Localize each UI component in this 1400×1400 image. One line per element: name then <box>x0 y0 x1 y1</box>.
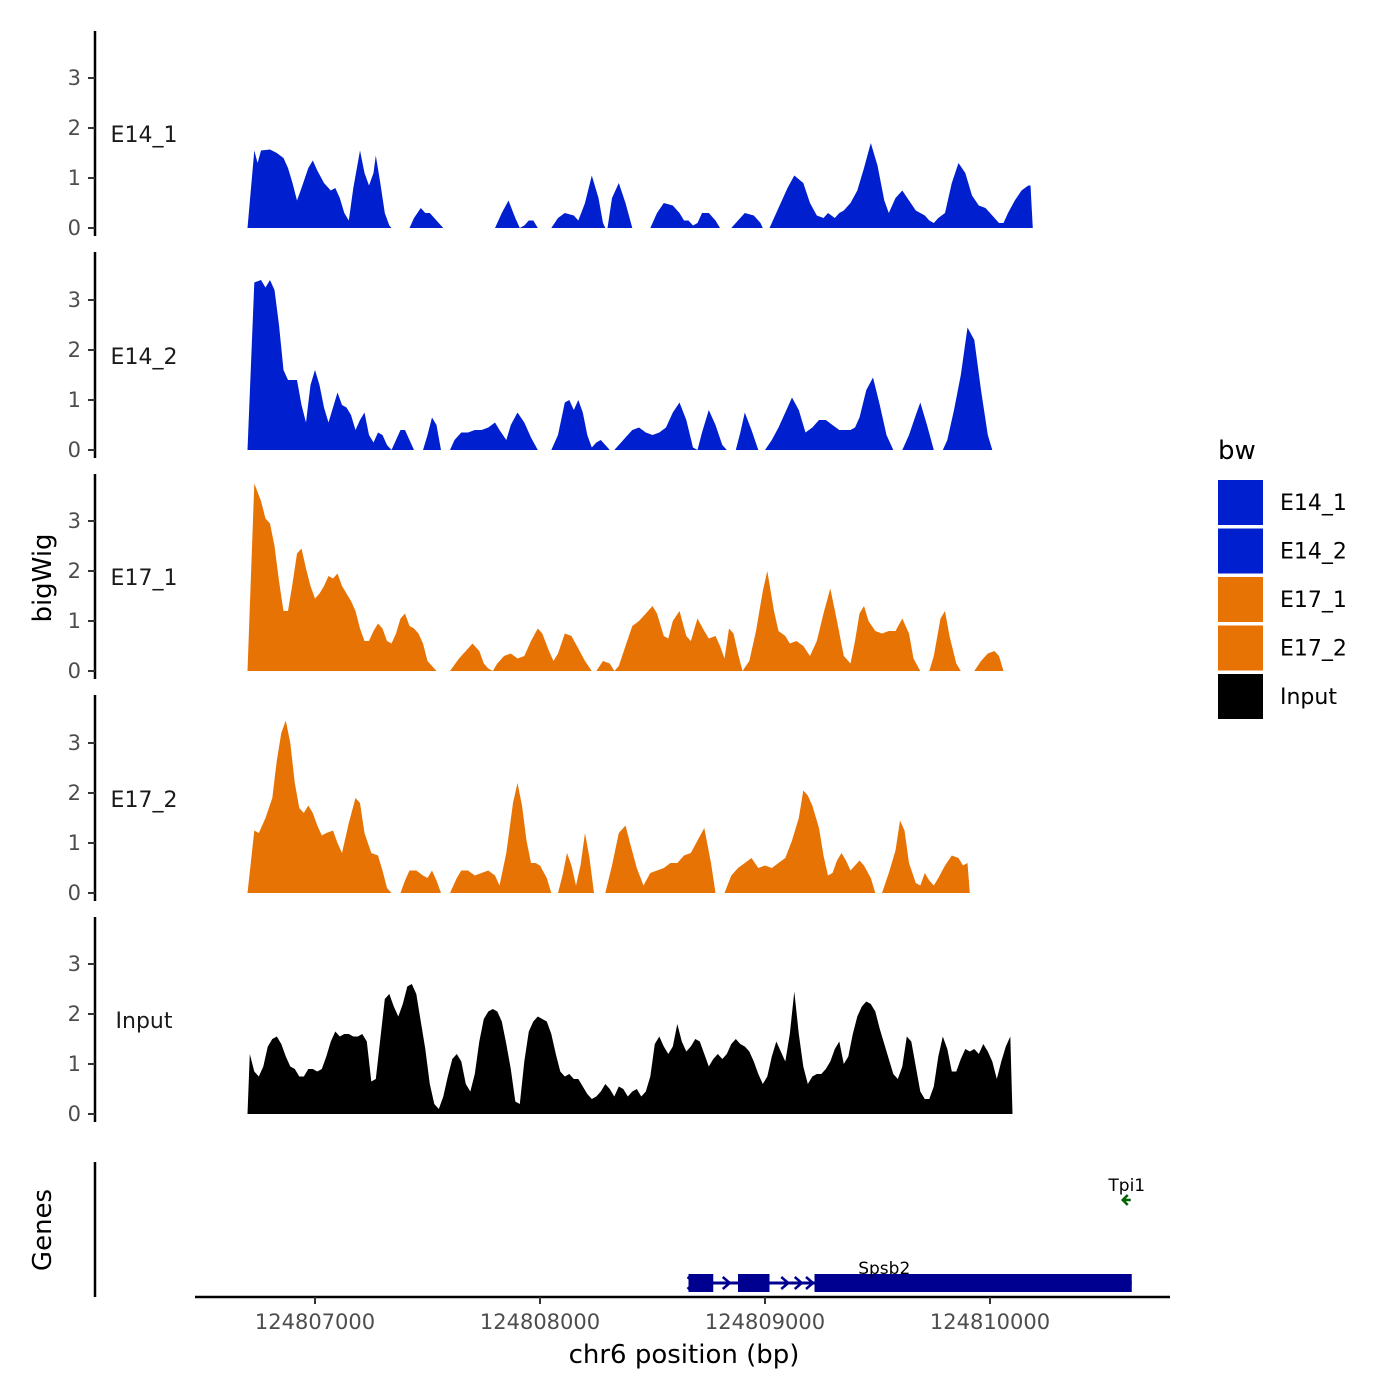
coverage-area <box>247 720 970 893</box>
track-E17_1: 0 1 2 3 E17_1 <box>68 474 1008 683</box>
coverage-area <box>247 984 1013 1114</box>
track-E14_2: 0 1 2 3 E14_2 <box>68 252 993 462</box>
gene-exon <box>814 1274 1132 1292</box>
panel-label: E14_1 <box>111 123 178 148</box>
legend-label: E14_2 <box>1280 540 1347 565</box>
y-tick-label: 0 <box>68 1102 81 1126</box>
x-tick-label: 124808000 <box>480 1310 600 1334</box>
y-tick-label: 3 <box>68 66 81 90</box>
x-tick-label: 124810000 <box>930 1310 1050 1334</box>
gene-label: Spsb2 <box>858 1259 910 1279</box>
x-tick-label: 124807000 <box>255 1310 375 1334</box>
gene-exon <box>688 1274 714 1292</box>
legend-item-E14_2: E14_2 <box>1218 528 1347 574</box>
strand-arrow <box>686 1276 697 1290</box>
legend-item-E14_1: E14_1 <box>1218 480 1347 525</box>
gene-Spsb2: Spsb2 <box>686 1259 1132 1292</box>
legend-label: E14_1 <box>1280 491 1347 516</box>
legend-label: E17_2 <box>1280 637 1347 662</box>
y-tick-label: 1 <box>68 166 81 190</box>
gene-Tpi1: Tpi1 <box>1107 1176 1145 1206</box>
coverage-area <box>247 143 1033 228</box>
legend-swatch <box>1218 625 1263 671</box>
legend-item-Input: Input <box>1218 674 1337 719</box>
y-tick-label: 2 <box>68 116 81 140</box>
y-tick-label: 1 <box>68 831 81 855</box>
y-tick-label: 3 <box>68 952 81 976</box>
track-Input: 0 1 2 3 Input <box>68 917 1013 1126</box>
legend: bw E14_1 E14_2 E17_1 E17_2 Input <box>1218 436 1347 719</box>
y-tick-label: 3 <box>68 288 81 312</box>
panel-label: E14_2 <box>111 345 178 370</box>
coverage-area <box>247 483 1008 671</box>
y-tick-label: 0 <box>68 881 81 905</box>
x-axis-title: chr6 position (bp) <box>569 1340 800 1370</box>
legend-item-E17_1: E17_1 <box>1218 577 1347 622</box>
legend-swatch <box>1218 528 1263 574</box>
legend-label: Input <box>1280 685 1337 710</box>
y-tick-label: 2 <box>68 781 81 805</box>
track-E14_1: 0 1 2 3 E14_1 <box>68 31 1033 240</box>
y-tick-label: 1 <box>68 388 81 412</box>
legend-swatch <box>1218 480 1263 525</box>
x-axis: 124807000 124808000 124809000 124810000 <box>195 1295 1170 1334</box>
panel-label: Input <box>116 1009 173 1034</box>
y-tick-label: 2 <box>68 559 81 583</box>
coverage-area <box>247 280 993 450</box>
strand-arrow <box>1120 1194 1129 1206</box>
y-tick-label: 1 <box>68 1052 81 1076</box>
strand-arrow <box>780 1276 791 1290</box>
y-tick-label: 2 <box>68 1002 81 1026</box>
gene-panel: Spsb2 Tpi1 <box>93 1162 1145 1297</box>
y-tick-label: 0 <box>68 438 81 462</box>
legend-item-E17_2: E17_2 <box>1218 625 1347 671</box>
gene-label: Tpi1 <box>1107 1176 1145 1196</box>
legend-swatch <box>1218 674 1263 719</box>
x-tick-label: 124809000 <box>705 1310 825 1334</box>
y-axis-title: bigWig <box>28 533 58 622</box>
panel-label: E17_2 <box>111 788 178 813</box>
track-panels: 0 1 2 3 E14_1 0 1 2 3 E14_2 0 1 2 3 E17_1 0 1 2 3 E17_2 0 1 2 3… <box>68 31 1033 1126</box>
track-E17_2: 0 1 2 3 E17_2 <box>68 695 970 905</box>
gene-exon <box>738 1274 770 1292</box>
genes-axis-title: Genes <box>28 1189 58 1271</box>
strand-arrow <box>805 1276 815 1290</box>
y-tick-label: 1 <box>68 609 81 633</box>
legend-label: E17_1 <box>1280 588 1347 613</box>
legend-title: bw <box>1218 436 1256 466</box>
legend-swatch <box>1218 577 1263 622</box>
panel-label: E17_1 <box>111 566 178 591</box>
y-tick-label: 2 <box>68 338 81 362</box>
strand-arrow <box>793 1276 804 1290</box>
y-tick-label: 3 <box>68 509 81 533</box>
y-tick-label: 0 <box>68 216 81 240</box>
y-tick-label: 3 <box>68 731 81 755</box>
y-tick-label: 0 <box>68 659 81 683</box>
strand-arrow <box>721 1276 732 1290</box>
